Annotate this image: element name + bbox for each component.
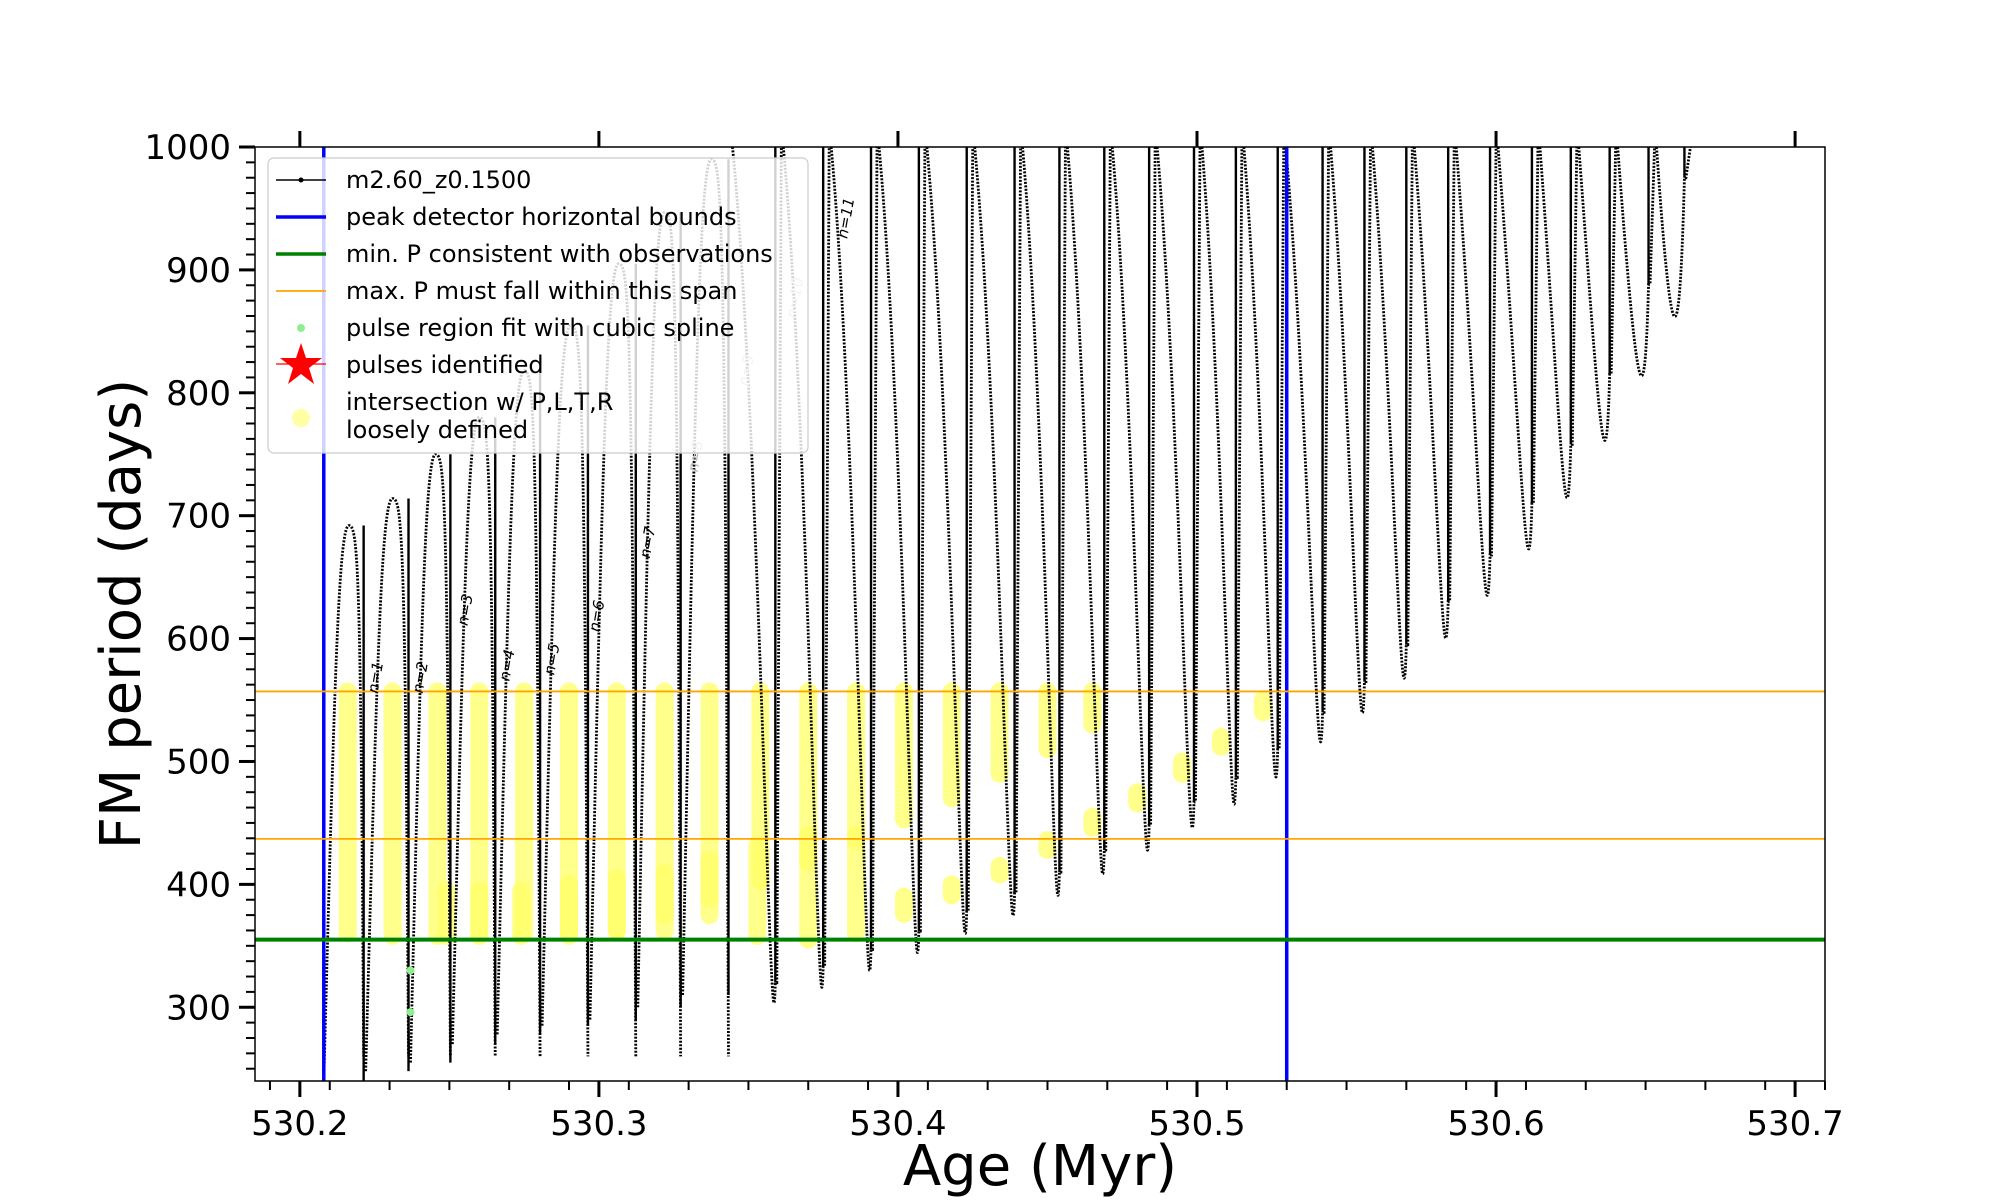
plot-area: n=1n=2n=3n=4n=5n=6n=7n=8n=9n=10n=11 <box>255 147 1825 1081</box>
pulse-curve-24 <box>1371 147 1414 680</box>
legend-entry-model: m2.60_z0.1500 <box>276 166 531 194</box>
x-axis-title: Age (Myr) <box>903 1134 1177 1199</box>
pulse-curve-28 <box>1538 147 1579 500</box>
x-tick-label-2: 530.4 <box>849 1104 946 1144</box>
pulse-curve-29 <box>1577 147 1618 442</box>
series-m2.60-z0.1500 <box>322 147 1692 1081</box>
legend-label-min-period: min. P consistent with observations <box>346 240 773 268</box>
y-axis-title: FM period (days) <box>89 379 154 849</box>
x-tick-label-3: 530.5 <box>1148 1104 1245 1144</box>
pulse-curve-16 <box>1021 147 1067 897</box>
legend-label-pulses-identified: pulses identified <box>346 351 544 379</box>
pulse-label-n5: n=5 <box>540 642 563 676</box>
pulse-curve-6 <box>540 323 590 1057</box>
legend-label-intersection-line-1: intersection w/ P,L,T,R <box>346 388 613 416</box>
axis-ticks: 530.2 530.3 530.4 530.5 530.6 530.7 300 400 500 6… <box>144 128 1843 1144</box>
legend-label-peak-bounds: peak detector horizontal bounds <box>346 203 737 231</box>
pulse-curve-12 <box>829 147 879 972</box>
spline-point-1 <box>406 1008 415 1017</box>
pulse-curve-26 <box>1454 147 1498 597</box>
pulse-curve-23 <box>1329 147 1372 715</box>
y-tick-label-6: 900 <box>166 251 231 291</box>
pulse-curve-19 <box>1155 147 1202 829</box>
legend-entry-peak-bounds: peak detector horizontal bounds <box>276 203 737 231</box>
y-tick-label-5: 800 <box>166 374 231 414</box>
pulse-curve-2 <box>364 497 410 1072</box>
pulse-curve-27 <box>1496 147 1540 551</box>
pulse-label-n4: n=4 <box>495 648 518 682</box>
x-tick-label-5: 530.7 <box>1746 1104 1843 1144</box>
y-tick-label-0: 300 <box>166 988 231 1028</box>
legend-label-spline-fit: pulse region fit with cubic spline <box>346 314 734 342</box>
legend-label-intersection: intersection w/ P,L,T,R loosely defined <box>346 388 621 444</box>
y-tick-label-7: 1000 <box>144 128 231 168</box>
legend-entry-spline-fit: pulse region fit with cubic spline <box>297 314 734 342</box>
legend-entry-intersection: intersection w/ P,L,T,R loosely defined <box>292 388 621 444</box>
pulse-curve-30 <box>1616 147 1656 378</box>
pulse-curve-13 <box>877 147 927 954</box>
legend-entry-pulses-identified: pulses identified <box>276 343 544 384</box>
pulse-label-n6: n=6 <box>585 599 608 633</box>
pulse-label-n2: n=2 <box>409 660 432 694</box>
pulse-curve-1 <box>322 524 366 1081</box>
pulse-curve-22 <box>1284 147 1330 744</box>
pulse-curve-3 <box>409 452 452 1063</box>
x-tick-label-1: 530.3 <box>550 1104 647 1144</box>
x-tick-label-0: 530.2 <box>251 1104 348 1144</box>
pulse-curve-17 <box>1066 147 1112 875</box>
y-tick-label-1: 400 <box>166 865 231 905</box>
x-tick-label-4: 530.6 <box>1447 1104 1544 1144</box>
legend-label-intersection-line-2: loosely defined <box>346 416 528 444</box>
pulse-label-n7: n=7 <box>636 525 659 560</box>
pulse-curve-25 <box>1412 147 1456 640</box>
star-icon <box>280 343 322 384</box>
y-tick-label-3: 600 <box>166 620 231 660</box>
pulse-curve-18 <box>1110 147 1157 852</box>
intersection-markers <box>338 682 1272 949</box>
spline-points <box>406 966 415 1017</box>
legend-entry-min-period: min. P consistent with observations <box>276 240 773 268</box>
legend-label-model: m2.60_z0.1500 <box>346 166 531 194</box>
spline-point-0 <box>406 966 415 975</box>
pulse-label-n1: n=1 <box>364 660 387 694</box>
legend-entry-max-period-span: max. P must fall within this span <box>276 277 737 305</box>
pulse-curve-15 <box>973 147 1022 917</box>
pulse-curve-21 <box>1242 147 1286 779</box>
pulse-curve-31 <box>1655 147 1692 319</box>
y-tick-label-2: 500 <box>166 742 231 782</box>
plot-frame <box>254 146 1826 1082</box>
pulse-curve-8 <box>636 210 683 1057</box>
legend-frame <box>267 157 809 454</box>
pulse-label-n3: n=3 <box>454 593 477 627</box>
pulse-curve-14 <box>925 147 975 935</box>
pulse-curve-20 <box>1200 147 1244 806</box>
legend: m2.60_z0.1500 peak detector horizontal b… <box>267 157 809 454</box>
legend-label-max-period-span: max. P must fall within this span <box>346 277 737 305</box>
y-tick-label-4: 700 <box>166 497 231 537</box>
